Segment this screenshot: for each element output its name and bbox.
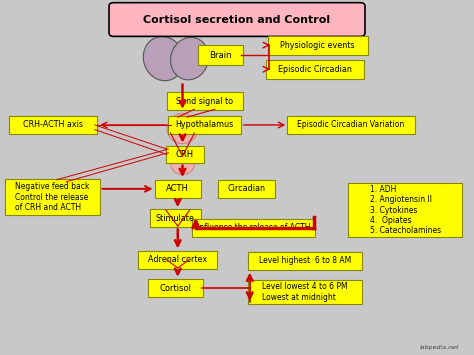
FancyBboxPatch shape	[286, 116, 415, 134]
Ellipse shape	[143, 37, 184, 81]
Text: Send signal to: Send signal to	[176, 97, 233, 106]
FancyBboxPatch shape	[9, 116, 97, 134]
Ellipse shape	[171, 37, 209, 80]
FancyBboxPatch shape	[248, 280, 362, 304]
Text: Level lowest 4 to 6 PM
Lowest at midnight: Level lowest 4 to 6 PM Lowest at midnigh…	[262, 282, 347, 301]
Text: Cortisol secretion and Control: Cortisol secretion and Control	[144, 15, 330, 24]
Text: Level highest  6 to 8 AM: Level highest 6 to 8 AM	[259, 256, 351, 266]
FancyBboxPatch shape	[266, 60, 364, 79]
Text: Influence the release of ACTH: Influence the release of ACTH	[197, 223, 310, 233]
FancyBboxPatch shape	[138, 251, 217, 269]
Text: Episodic Circadian Variation: Episodic Circadian Variation	[297, 120, 404, 130]
Text: Negative feed back
Control the release
of CRH and ACTH: Negative feed back Control the release o…	[15, 182, 89, 212]
Text: Physiologic events: Physiologic events	[280, 40, 355, 50]
FancyBboxPatch shape	[166, 146, 204, 163]
FancyBboxPatch shape	[4, 179, 100, 215]
FancyBboxPatch shape	[267, 36, 368, 55]
FancyBboxPatch shape	[148, 279, 203, 297]
Ellipse shape	[167, 113, 198, 143]
FancyBboxPatch shape	[248, 252, 362, 270]
FancyBboxPatch shape	[348, 183, 462, 237]
Text: Brain: Brain	[209, 50, 232, 60]
Text: CRH: CRH	[176, 150, 194, 159]
Text: Adrenal cortex: Adrenal cortex	[148, 255, 207, 264]
FancyBboxPatch shape	[166, 92, 243, 110]
FancyBboxPatch shape	[150, 209, 201, 227]
FancyBboxPatch shape	[155, 180, 201, 198]
FancyBboxPatch shape	[198, 45, 243, 65]
Text: Circadian: Circadian	[228, 184, 265, 193]
Text: Episodic Circadian: Episodic Circadian	[278, 65, 352, 74]
Text: Cortisol: Cortisol	[159, 284, 191, 293]
FancyBboxPatch shape	[109, 3, 365, 36]
FancyBboxPatch shape	[168, 116, 241, 134]
Text: Hypothalamus: Hypothalamus	[176, 120, 234, 130]
Text: 1. ADH
2. Angiotensin II
3. Cytokines
4.  Opiates
5. Catecholamines: 1. ADH 2. Angiotensin II 3. Cytokines 4.…	[370, 185, 441, 235]
FancyBboxPatch shape	[218, 180, 275, 198]
Text: ACTH: ACTH	[166, 184, 189, 193]
Ellipse shape	[171, 153, 194, 175]
Text: labpedia.net: labpedia.net	[420, 345, 460, 350]
Text: Stimulate: Stimulate	[156, 214, 195, 223]
FancyBboxPatch shape	[191, 219, 316, 237]
Text: CRH-ACTH axis: CRH-ACTH axis	[23, 120, 83, 130]
